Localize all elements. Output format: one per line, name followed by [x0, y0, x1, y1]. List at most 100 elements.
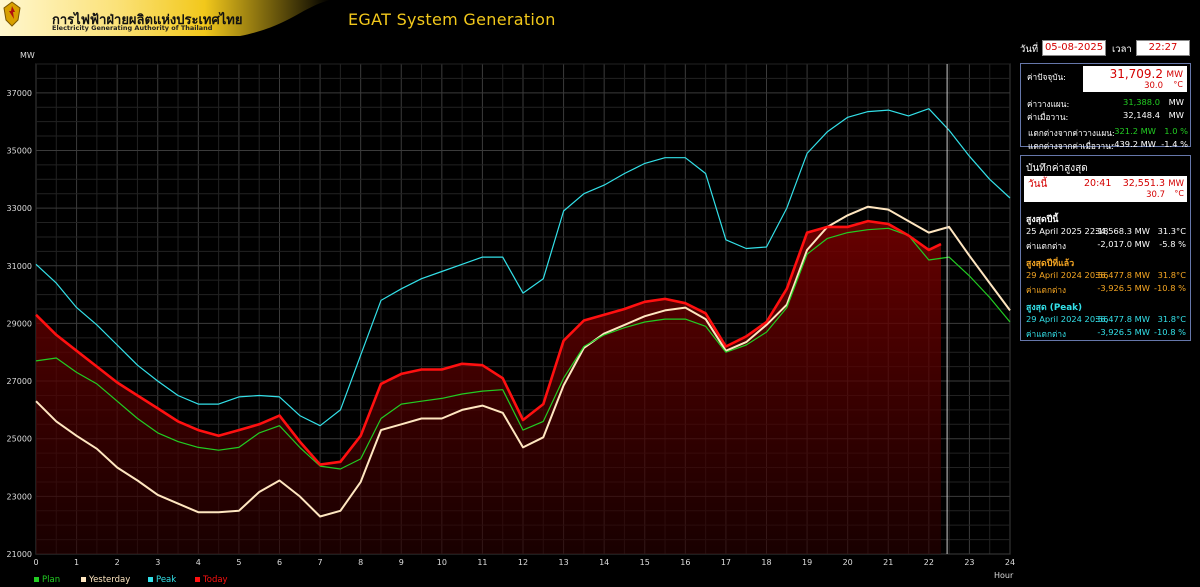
x-tick-label: 12 [518, 558, 528, 567]
legend-item-peak[interactable]: Peak [148, 575, 176, 585]
x-tick-label: 9 [399, 558, 404, 567]
date-label: วันที่ [1020, 44, 1039, 55]
lastyear-max-date: 29 April 2024 20:56 [1026, 270, 1109, 280]
current-unit: MW [1166, 70, 1183, 80]
lastyear-diff-pct: -10.8 % [1154, 283, 1186, 293]
current-value: 31,709.2 [1109, 67, 1163, 81]
x-tick-label: 13 [558, 558, 568, 567]
x-tick-label: 0 [33, 558, 38, 567]
legend-item-today[interactable]: Today [195, 575, 228, 585]
x-tick-label: 20 [843, 558, 853, 567]
diff-plan-value: 321.2 MW [1114, 126, 1156, 136]
year-max-title: สูงสุดปีนี้ [1026, 215, 1059, 225]
x-tick-label: 7 [318, 558, 323, 567]
x-tick-label: 21 [883, 558, 893, 567]
x-tick-label: 16 [680, 558, 690, 567]
y-tick-label: 33000 [7, 204, 32, 213]
y-tick-label: 31000 [7, 262, 32, 271]
x-tick-label: 18 [761, 558, 771, 567]
y-tick-label: 29000 [7, 319, 32, 328]
x-axis-label: Hour [994, 571, 1014, 580]
today-max-box: วันนี้ 20:41 32,551.3 MW 30.7 °C [1024, 176, 1187, 202]
legend-swatch-yesterday [81, 577, 86, 582]
year-diff-pct: -5.8 % [1159, 239, 1186, 249]
legend-swatch-peak [148, 577, 153, 582]
y-tick-label: 35000 [7, 146, 32, 155]
series-line-plan[interactable] [35, 227, 1011, 470]
peak-temp: 31.8°C [1157, 314, 1186, 324]
diff-yesterday-label: แตกต่างจากค่าเมื่อวาน: [1028, 141, 1114, 151]
current-value-box: 31,709.2 MW 30.0 °C [1083, 66, 1187, 92]
x-tick-label: 22 [924, 558, 934, 567]
x-tick-label: 14 [599, 558, 609, 567]
legend-swatch-plan [34, 577, 39, 582]
legend-item-plan[interactable]: Plan [34, 575, 60, 585]
peak-diff-pct: -10.8 % [1154, 327, 1186, 337]
peak-diff-label: ค่าแตกต่าง [1026, 329, 1067, 339]
today-max-temp: 30.7 [1146, 190, 1165, 200]
today-max-time: 20:41 [1084, 178, 1112, 189]
today-max-temp-unit: °C [1174, 189, 1184, 198]
legend-label-today: Today [203, 575, 228, 585]
peak-diff-value: -3,926.5 MW [1097, 327, 1150, 337]
today-max-value: 32,551.3 [1122, 178, 1165, 189]
current-temp: 30.0 [1144, 81, 1163, 91]
lastyear-max-value: 36,477.8 MW [1095, 270, 1150, 280]
x-tick-label: 10 [437, 558, 447, 567]
x-tick-label: 11 [477, 558, 487, 567]
year-diff-value: -2,017.0 MW [1097, 239, 1150, 249]
plan-value: 31,388.0 [1123, 97, 1160, 107]
header-banner: การไฟฟ้าฝ่ายผลิตแห่งประเทศไทย Electricit… [0, 0, 1200, 36]
today-area-fill [36, 221, 941, 554]
today-max-label: วันนี้ [1028, 179, 1048, 190]
peak-value: 36,477.8 MW [1095, 314, 1150, 324]
x-tick-label: 23 [964, 558, 974, 567]
year-max-date: 25 April 2025 22:18 [1026, 226, 1109, 236]
legend-label-plan: Plan [42, 575, 61, 585]
x-tick-label: 5 [236, 558, 241, 567]
diff-yesterday-pct: -1.4 % [1161, 139, 1188, 149]
x-tick-label: 19 [802, 558, 812, 567]
year-max-temp: 31.3°C [1157, 226, 1186, 236]
lastyear-max-temp: 31.8°C [1157, 270, 1186, 280]
org-name-english: Electricity Generating Authority of Thai… [52, 24, 213, 32]
time-field[interactable]: 22:27 [1136, 40, 1190, 56]
egat-logo-icon [3, 1, 21, 27]
legend-item-yesterday[interactable]: Yesterday [81, 575, 130, 585]
current-label: ค่าปัจจุบัน: [1027, 72, 1066, 82]
x-tick-label: 4 [196, 558, 201, 567]
yesterday-unit: MW [1168, 110, 1184, 120]
today-max-unit: MW [1168, 179, 1184, 189]
series-line-today[interactable] [35, 219, 942, 466]
series-line-peak[interactable] [35, 108, 1011, 427]
current-temp-unit: °C [1173, 80, 1183, 89]
y-tick-label: 23000 [7, 492, 32, 501]
y-tick-label: 27000 [7, 377, 32, 386]
legend-swatch-today [195, 577, 200, 582]
records-panel: บันทึกค่าสูงสุด วันนี้ 20:41 32,551.3 MW… [1020, 155, 1191, 341]
year-max-value: 34,568.3 MW [1095, 226, 1150, 236]
x-tick-label: 8 [358, 558, 363, 567]
org-name-thai: การไฟฟ้าฝ่ายผลิตแห่งประเทศไทย [52, 13, 243, 28]
lastyear-diff-label: ค่าแตกต่าง [1026, 285, 1067, 295]
y-tick-label: 37000 [7, 89, 32, 98]
legend-label-peak: Peak [156, 575, 177, 585]
plan-unit: MW [1168, 97, 1184, 107]
generation-chart[interactable]: 21000 23000 25000 27000 29000 31000 33000 35000… [0, 36, 1015, 587]
time-label: เวลา [1112, 44, 1132, 55]
current-value-panel: ค่าปัจจุบัน: 31,709.2 MW 30.0 °C ค่าวางแ… [1020, 63, 1191, 147]
header-banner-shape [0, 0, 330, 36]
y-tick-label: 21000 [7, 550, 32, 559]
x-tick-label: 15 [640, 558, 650, 567]
peak-date: 29 April 2024 20:56 [1026, 314, 1109, 324]
y-tick-label: 25000 [7, 435, 32, 444]
date-field[interactable]: 05-08-2025 [1042, 40, 1106, 56]
yesterday-label: ค่าเมื่อวาน: [1027, 112, 1069, 122]
x-tick-label: 3 [155, 558, 160, 567]
legend-label-yesterday: Yesterday [89, 575, 131, 585]
peak-title: สูงสุด (Peak) [1026, 303, 1083, 313]
lastyear-max-title: สูงสุดปีที่แล้ว [1026, 259, 1075, 269]
x-tick-label: 24 [1005, 558, 1015, 567]
series-line-yesterday[interactable] [35, 205, 1011, 518]
x-tick-label: 17 [721, 558, 731, 567]
